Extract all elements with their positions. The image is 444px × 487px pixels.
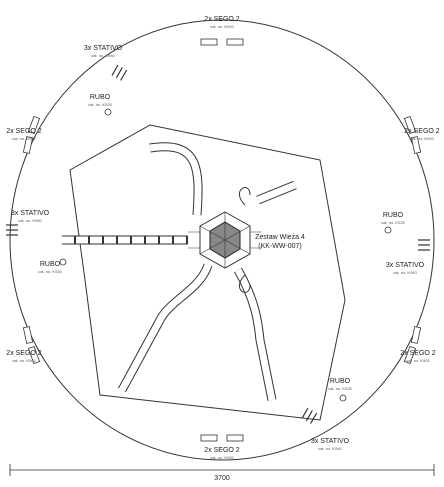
item-name: RUBO (330, 378, 351, 385)
rubo (340, 395, 346, 401)
item-name: RUBO (40, 261, 61, 268)
bench (411, 327, 420, 344)
stativo (121, 70, 127, 80)
item-catalog: cat. no. K902 (12, 358, 36, 363)
tower-code: (KK-WW-007) (258, 243, 301, 250)
item-name: 2x SEGO 2 (6, 350, 42, 357)
item-catalog: cat. no. K902 (410, 136, 434, 141)
site-plan: 2x SEGO 2cat. no. K9023x STATIVOcat. no.… (0, 0, 444, 487)
item-catalog: cat. no. K925 (88, 102, 112, 107)
stativo (112, 65, 118, 75)
item-catalog: cat. no. K902 (210, 24, 234, 29)
tower-name: Zestaw Wieża 4 (255, 234, 305, 241)
rubo (385, 227, 391, 233)
item-catalog: cat. no. K902 (406, 358, 430, 363)
bench (201, 435, 217, 441)
item-name: 2x SEGO 2 (404, 128, 440, 135)
item-catalog: cat. no. K902 (210, 455, 234, 460)
item-catalog: cat. no. K940 (393, 270, 417, 275)
stativo (302, 408, 308, 418)
item-catalog: cat. no. K940 (18, 218, 42, 223)
item-catalog: cat. no. K902 (12, 136, 36, 141)
item-catalog: cat. no. K940 (91, 53, 115, 58)
stativo (116, 68, 122, 78)
bench (201, 39, 217, 45)
stativo (311, 413, 317, 423)
item-name: 2x SEGO 2 (400, 350, 436, 357)
rubo (105, 109, 111, 115)
bench (227, 435, 243, 441)
tubes (62, 147, 295, 400)
item-catalog: cat. no. K940 (318, 446, 342, 451)
item-name: 2x SEGO 2 (204, 447, 240, 454)
item-name: 2x SEGO 2 (204, 16, 240, 23)
bench (227, 39, 243, 45)
tower (188, 212, 262, 268)
item-name: 3x STATIVO (84, 45, 123, 52)
item-name: RUBO (383, 212, 404, 219)
item-name: 3x STATIVO (311, 438, 350, 445)
item-name: 3x STATIVO (11, 210, 50, 217)
item-catalog: cat. no. K925 (328, 386, 352, 391)
item-catalog: cat. no. K925 (38, 269, 62, 274)
item-name: RUBO (90, 94, 111, 101)
rubo (60, 259, 66, 265)
dimension-label: 3700 (214, 475, 230, 482)
bench (23, 327, 32, 344)
item-name: 3x STATIVO (386, 262, 425, 269)
item-catalog: cat. no. K925 (381, 220, 405, 225)
item-name: 2x SEGO 2 (6, 128, 42, 135)
